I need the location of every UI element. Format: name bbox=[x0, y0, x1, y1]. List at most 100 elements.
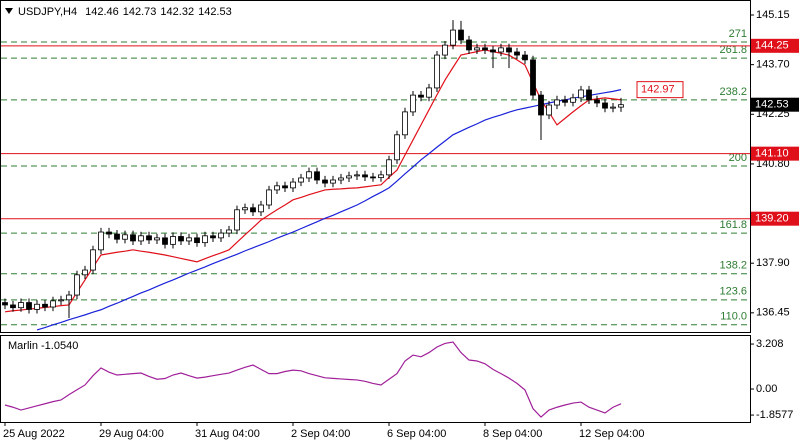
indicator-line bbox=[36, 89, 622, 331]
candle-body bbox=[154, 237, 160, 241]
candle-body bbox=[522, 54, 528, 61]
indicator-panel bbox=[0, 335, 751, 423]
candle-body bbox=[10, 304, 16, 309]
candle-body bbox=[330, 179, 336, 184]
candle-body bbox=[122, 234, 128, 240]
candle-body bbox=[42, 303, 48, 308]
candle-body bbox=[98, 231, 104, 251]
candle-body bbox=[218, 232, 224, 239]
header-high: 142.73 bbox=[123, 6, 157, 18]
candle-body bbox=[538, 94, 544, 116]
candle-body bbox=[226, 229, 232, 234]
candle-body bbox=[314, 171, 320, 181]
candle-body bbox=[554, 99, 560, 106]
candle-body bbox=[74, 274, 80, 296]
candle-body bbox=[410, 94, 416, 113]
fib-label: 161.8 bbox=[719, 219, 747, 231]
candle-body bbox=[610, 106, 616, 109]
price-level-label: 139.20 bbox=[755, 213, 789, 225]
candle-body bbox=[250, 207, 256, 213]
line-value-tag bbox=[636, 81, 684, 99]
y-tick-label: 140.80 bbox=[756, 158, 790, 170]
candle-body bbox=[210, 235, 216, 239]
candle-body bbox=[450, 29, 456, 46]
x-tick-label: 12 Sep 04:00 bbox=[579, 428, 644, 440]
candle-body bbox=[234, 209, 240, 231]
candle-body bbox=[114, 233, 120, 240]
candle-body bbox=[618, 104, 624, 108]
price-level-label: 141.10 bbox=[755, 148, 789, 160]
candle-body bbox=[322, 179, 328, 184]
candle-body bbox=[354, 174, 360, 177]
candle-body bbox=[578, 89, 584, 99]
candle-body bbox=[82, 269, 88, 276]
y-tick-label: 145.15 bbox=[756, 9, 790, 21]
y-tick-label: 0.00 bbox=[756, 383, 777, 395]
price-level-label: 144.25 bbox=[755, 40, 789, 52]
line-value-label: 142.97 bbox=[641, 84, 675, 96]
candle-body bbox=[106, 231, 112, 235]
candle-body bbox=[434, 54, 440, 89]
oscillator-line bbox=[4, 341, 622, 418]
fib-label: 238.2 bbox=[719, 86, 747, 98]
candle-body bbox=[2, 302, 8, 306]
candle-body bbox=[58, 299, 64, 302]
y-tick-label: 136.45 bbox=[756, 307, 790, 319]
candle-body bbox=[34, 303, 40, 310]
candle-body bbox=[378, 174, 384, 179]
candle-body bbox=[474, 47, 480, 51]
candle-body bbox=[18, 302, 24, 309]
y-tick-label: -1.8577 bbox=[756, 409, 793, 421]
candle-body bbox=[498, 47, 504, 53]
x-tick-label: 31 Aug 04:00 bbox=[195, 428, 260, 440]
fib-label: 271 bbox=[729, 28, 747, 40]
symbol: USDJPY,H4 bbox=[18, 6, 77, 18]
current-price-label: 142.53 bbox=[755, 99, 789, 111]
header-open: 142.46 bbox=[85, 6, 119, 18]
price-level-tag bbox=[751, 211, 799, 226]
candle-body bbox=[282, 185, 288, 189]
x-tick-label: 8 Sep 04:00 bbox=[483, 428, 542, 440]
candle-body bbox=[570, 97, 576, 103]
chart-header: USDJPY,H4 142.46 142.73 142.32 142.53 bbox=[18, 6, 232, 18]
candle-body bbox=[458, 29, 464, 41]
candle-body bbox=[290, 181, 296, 189]
candle-body bbox=[490, 49, 496, 53]
candle-body bbox=[594, 99, 600, 104]
candle-body bbox=[306, 171, 312, 179]
candle-body bbox=[138, 235, 144, 242]
candle-body bbox=[442, 44, 448, 56]
candle-body bbox=[274, 185, 280, 191]
collapse-icon[interactable] bbox=[5, 8, 13, 14]
header-close: 142.53 bbox=[198, 6, 232, 18]
header-low: 142.32 bbox=[160, 6, 194, 18]
fib-label: 138.2 bbox=[719, 260, 747, 272]
candle-body bbox=[402, 111, 408, 136]
candle-body bbox=[50, 300, 56, 308]
candle-body bbox=[162, 237, 168, 245]
candle-body bbox=[418, 94, 424, 98]
candle-body bbox=[346, 175, 352, 179]
candle-body bbox=[178, 236, 184, 242]
candle-body bbox=[514, 51, 520, 56]
candle-body bbox=[506, 47, 512, 53]
candle-body bbox=[146, 235, 152, 241]
candle-body bbox=[370, 176, 376, 179]
candle-body bbox=[386, 159, 392, 176]
candle-body bbox=[602, 102, 608, 109]
candle-body bbox=[170, 236, 176, 245]
fib-label: 123.6 bbox=[719, 286, 747, 298]
candle-body bbox=[194, 237, 200, 244]
x-tick-label: 25 Aug 2022 bbox=[3, 428, 65, 440]
fib-label: 110.0 bbox=[720, 311, 747, 323]
candle-body bbox=[258, 204, 264, 213]
candle-body bbox=[562, 99, 568, 103]
candle-body bbox=[266, 189, 272, 206]
x-tick-label: 6 Sep 04:00 bbox=[387, 428, 446, 440]
candle-body bbox=[26, 302, 32, 310]
candle-body bbox=[394, 134, 400, 161]
fib-label: 261.8 bbox=[719, 44, 747, 56]
candle-body bbox=[338, 177, 344, 181]
